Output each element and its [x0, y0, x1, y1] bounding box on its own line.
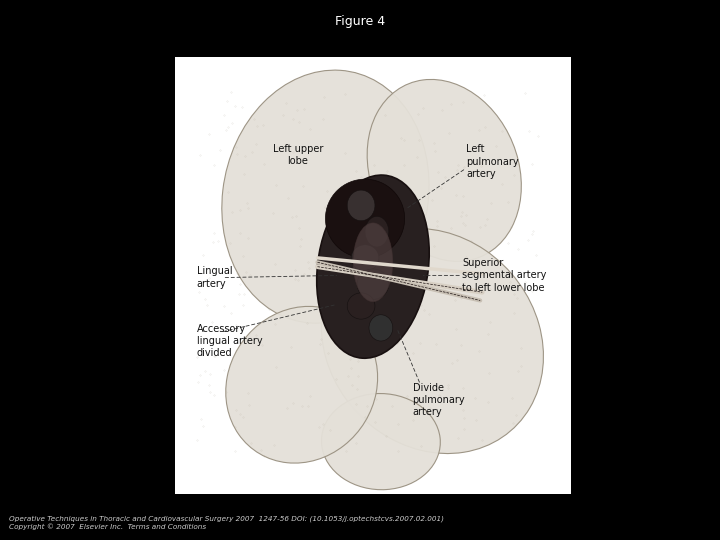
Text: Copyright © 2007  Elsevier Inc.  Terms and Conditions: Copyright © 2007 Elsevier Inc. Terms and…: [9, 524, 206, 530]
Text: Accessory
lingual artery
divided: Accessory lingual artery divided: [197, 323, 262, 359]
Ellipse shape: [365, 217, 389, 247]
Ellipse shape: [369, 315, 393, 341]
Ellipse shape: [321, 228, 544, 454]
Text: Left
pulmonary
artery: Left pulmonary artery: [466, 144, 518, 179]
Text: Operative Techniques in Thoracic and Cardiovascular Surgery 2007  1247-56 DOI: (: Operative Techniques in Thoracic and Car…: [9, 515, 444, 522]
Ellipse shape: [321, 394, 441, 490]
Ellipse shape: [351, 245, 379, 271]
Ellipse shape: [226, 306, 377, 463]
Ellipse shape: [347, 293, 375, 319]
Ellipse shape: [222, 70, 429, 323]
Bar: [175, 57, 571, 494]
Text: Superior
segmental artery
to left lower lobe: Superior segmental artery to left lower …: [462, 258, 546, 293]
Text: Lingual
artery: Lingual artery: [197, 266, 233, 289]
Ellipse shape: [357, 269, 389, 300]
Ellipse shape: [367, 79, 521, 261]
Ellipse shape: [325, 179, 405, 258]
Ellipse shape: [317, 175, 429, 358]
Text: Figure 4: Figure 4: [335, 15, 385, 28]
Ellipse shape: [347, 190, 375, 221]
Text: Divide
pulmonary
artery: Divide pulmonary artery: [413, 383, 465, 417]
Text: Left upper
lobe: Left upper lobe: [273, 144, 323, 166]
Ellipse shape: [354, 223, 393, 302]
